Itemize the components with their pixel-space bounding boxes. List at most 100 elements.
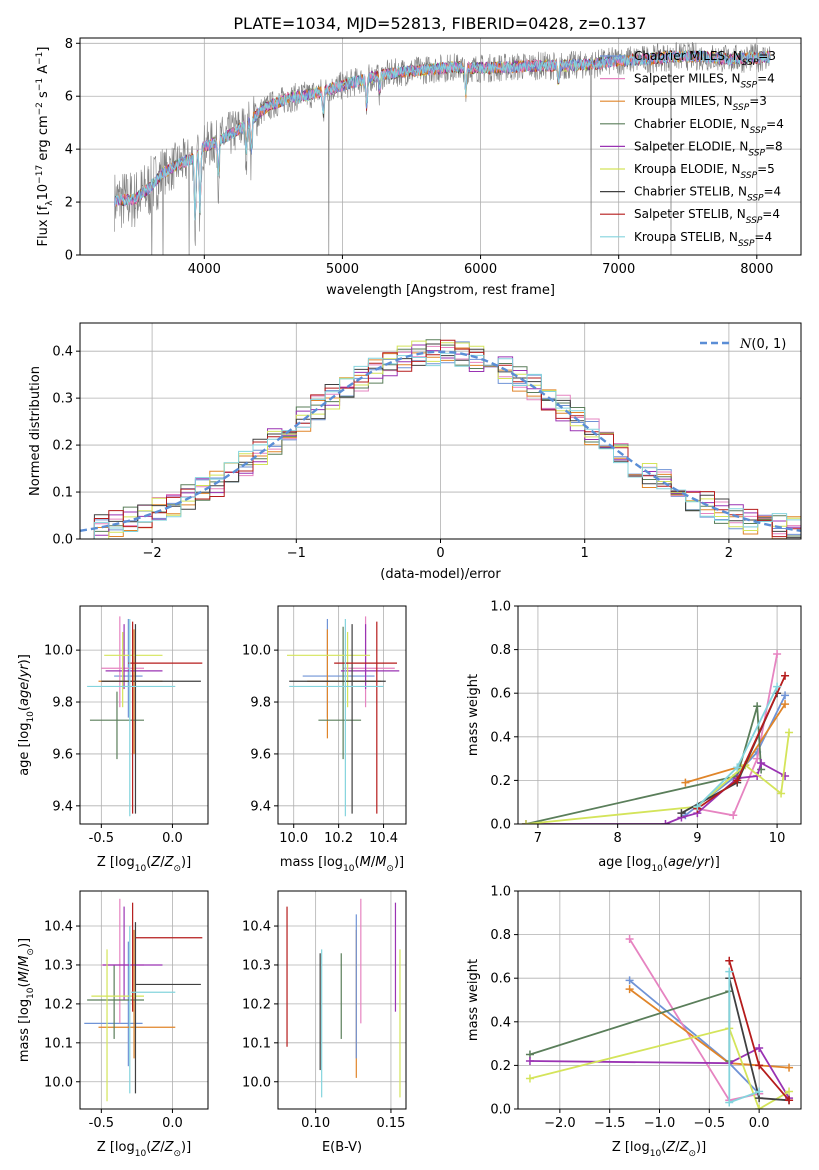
weight-marker bbox=[681, 778, 690, 787]
weight-marker bbox=[725, 1098, 734, 1107]
x-tick-label: 10.4 bbox=[369, 831, 398, 846]
y-tick-label: 9.8 bbox=[52, 696, 73, 711]
y-tick-label: 10.1 bbox=[44, 1036, 73, 1051]
x-tick-label: 0.10 bbox=[301, 1116, 330, 1131]
weight-marker bbox=[755, 1061, 764, 1070]
errorbar-chabrier-elodie bbox=[318, 626, 362, 760]
legend-label: N(0, 1) bbox=[739, 337, 786, 352]
age-mass-axes bbox=[278, 606, 406, 824]
weight-marker bbox=[753, 702, 762, 711]
figure-title: PLATE=1034, MJD=52813, FIBERID=0428, z=0… bbox=[233, 14, 646, 33]
weight-marker bbox=[781, 671, 790, 680]
weight-marker bbox=[781, 691, 790, 700]
y-tick-label: 0.2 bbox=[52, 439, 73, 454]
legend-label: Chabrier STELIB, NSSP=4 bbox=[634, 185, 781, 204]
y-axis-label: mass weight bbox=[466, 959, 481, 1041]
weight-marker bbox=[693, 802, 702, 811]
y-tick-label: 10.3 bbox=[242, 958, 271, 973]
x-axis-label: age [log10(age/yr)] bbox=[598, 855, 720, 874]
mass-Z-axes bbox=[80, 891, 208, 1109]
age-Z-axes bbox=[80, 606, 208, 824]
age-Z-frame: -0.5 0.0 9.4 9.6 9.8 10.0 bbox=[44, 605, 209, 846]
x-tick-label: 9 bbox=[693, 831, 701, 846]
weight-marker bbox=[625, 934, 634, 943]
weight-marker bbox=[777, 789, 786, 798]
errorbar-salpeter-miles bbox=[343, 616, 395, 708]
x-tick-label: 8 bbox=[614, 831, 622, 846]
weight-marker bbox=[525, 1057, 534, 1066]
weight-marker bbox=[733, 763, 742, 772]
y-tick-label: 0.0 bbox=[52, 533, 73, 548]
y-axis-label: Normed distribution bbox=[28, 366, 43, 496]
y-tick-label: 10.0 bbox=[242, 644, 271, 659]
grid bbox=[278, 606, 406, 824]
y-tick-label: 1.0 bbox=[490, 885, 511, 900]
x-tick-label: 10.2 bbox=[324, 831, 353, 846]
residuals-plot-area bbox=[80, 339, 801, 539]
y-tick-label: 4 bbox=[65, 143, 73, 158]
weight-marker bbox=[521, 820, 530, 824]
x-tick-label: −0.5 bbox=[694, 1116, 726, 1131]
legend-label: Salpeter MILES, NSSP=4 bbox=[634, 72, 775, 91]
residuals-frame: −2 −1 0 1 2 0.0 0.1 0.2 0.3 0.4 bbox=[52, 322, 802, 561]
residual-legend: N(0, 1) bbox=[700, 337, 786, 352]
massweight-age-plot-area bbox=[521, 649, 794, 824]
residual-hist-salpeter-stelib bbox=[80, 339, 801, 539]
y-tick-label: 0.4 bbox=[490, 1015, 511, 1030]
errorbar-kroupa-miles bbox=[307, 629, 382, 739]
grid bbox=[80, 606, 208, 824]
y-tick-label: 0.6 bbox=[490, 687, 511, 702]
weight-marker bbox=[757, 758, 766, 767]
x-tick-label: −1 bbox=[287, 546, 306, 561]
y-tick-label: 9.6 bbox=[250, 747, 271, 762]
y-tick-label: 9.8 bbox=[250, 696, 271, 711]
weight-marker bbox=[755, 1087, 764, 1096]
massweight-Z-plot-area bbox=[525, 934, 794, 1109]
weight-marker bbox=[785, 728, 794, 737]
weight-marker bbox=[773, 682, 782, 691]
x-tick-label: 0.0 bbox=[749, 1116, 770, 1131]
x-tick-label: -0.5 bbox=[89, 831, 114, 846]
massweight-Z-frame: −2.0 −1.5 −1.0 −0.5 0.0 0.0 0.2 0.4 0.6 0.8 1.0 bbox=[490, 885, 802, 1131]
grid bbox=[518, 890, 801, 1110]
y-tick-label: 10.4 bbox=[44, 920, 73, 935]
x-axis-label: mass [log10(M/M⊙)] bbox=[280, 855, 404, 874]
weight-marker bbox=[661, 820, 670, 824]
errorbar-kroupa-stelib bbox=[289, 618, 384, 817]
spectrum-legend: Chabrier MILES, NSSP=3 Salpeter MILES, NS… bbox=[600, 49, 784, 249]
massweight-age-frame: 7 8 9 10 0.0 0.2 0.4 0.6 0.8 1.0 bbox=[490, 600, 802, 846]
errorbar-salpeter-elodie bbox=[105, 624, 163, 690]
y-tick-label: 0.8 bbox=[490, 928, 511, 943]
y-tick-label: 2 bbox=[65, 196, 73, 211]
errorbar-salpeter-stelib bbox=[128, 621, 203, 814]
age-mass-plot-area bbox=[286, 616, 400, 817]
grid bbox=[278, 891, 406, 1109]
weight-marker bbox=[725, 967, 734, 976]
x-tick-label: −2 bbox=[143, 546, 162, 561]
x-tick-label: −2.0 bbox=[544, 1116, 576, 1131]
mass-EBV-plot-area bbox=[286, 898, 401, 1098]
x-axis-label: E(B-V) bbox=[322, 1140, 362, 1155]
x-axis-label: (data-model)/error bbox=[380, 567, 501, 582]
x-tick-label: 0.0 bbox=[162, 1116, 183, 1131]
weight-marker bbox=[733, 776, 742, 785]
errorbar-chabrier-stelib bbox=[134, 922, 201, 1094]
y-axis-label: mass [log10(M/M⊙)] bbox=[17, 938, 36, 1062]
x-tick-label: 10 bbox=[769, 831, 786, 846]
weight-marker bbox=[785, 1087, 794, 1096]
x-axis-label: Z [log10(Z/Z⊙)] bbox=[612, 1140, 706, 1159]
mass-Z-frame: -0.5 0.0 10.0 10.1 10.2 10.3 10.4 bbox=[44, 890, 209, 1131]
x-axis-label: Z [log10(Z/Z⊙)] bbox=[97, 855, 191, 874]
y-tick-label: 10.4 bbox=[242, 920, 271, 935]
weight-series-salpeter-miles bbox=[693, 649, 782, 820]
mass-EBV-frame: 0.10 0.15 10.0 10.1 10.2 10.3 10.4 bbox=[242, 890, 407, 1131]
errorbar-chabrier-stelib bbox=[289, 624, 386, 814]
errorbar-kroupa-stelib bbox=[129, 926, 176, 1094]
errorbar-kroupa-miles bbox=[98, 929, 176, 1059]
y-tick-label: 0 bbox=[65, 249, 73, 264]
y-tick-label: 1.0 bbox=[490, 600, 511, 615]
mass-Z-plot-area bbox=[84, 898, 203, 1102]
weight-marker bbox=[773, 649, 782, 658]
x-axis-label: wavelength [Angstrom, rest frame] bbox=[326, 283, 555, 298]
x-axis-label: Z [log10(Z/Z⊙)] bbox=[97, 1140, 191, 1159]
